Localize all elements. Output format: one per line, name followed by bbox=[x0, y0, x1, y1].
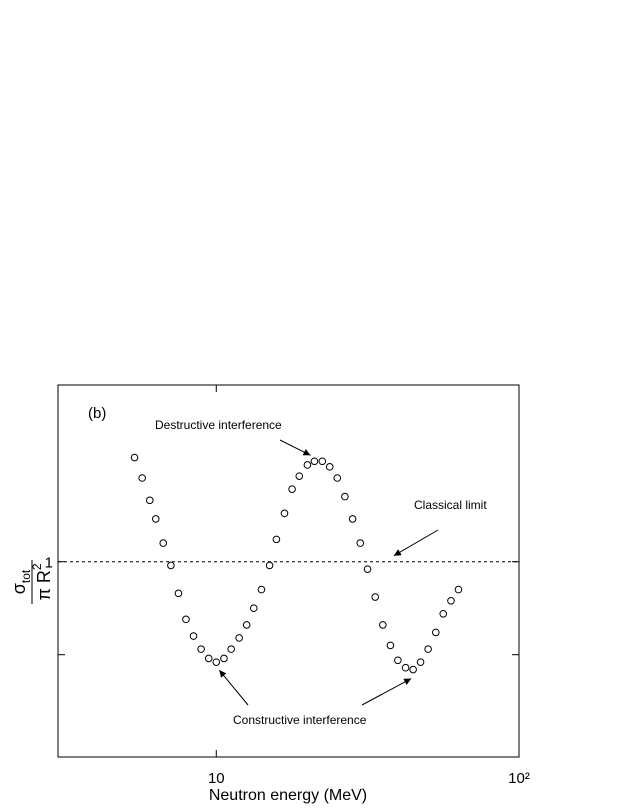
data-point bbox=[272, 535, 281, 544]
data-point bbox=[325, 463, 334, 471]
annotation: Classical limit bbox=[414, 498, 487, 512]
data-point bbox=[265, 561, 274, 570]
y-axis-label: σtot π R2 bbox=[9, 560, 54, 604]
data-point bbox=[363, 565, 372, 573]
data-point bbox=[227, 645, 235, 653]
data-point bbox=[151, 515, 160, 523]
panel-label: (b) bbox=[88, 405, 106, 422]
plot-frame bbox=[57, 384, 520, 758]
y-label-numerator: σtot bbox=[9, 569, 33, 594]
data-point bbox=[371, 593, 380, 601]
y-tick-label: 1 bbox=[45, 555, 53, 572]
data-point bbox=[401, 663, 410, 672]
data-point bbox=[249, 604, 258, 613]
x-axis-label: Neutron energy (MeV) bbox=[209, 787, 367, 804]
data-point bbox=[174, 589, 183, 598]
data-point bbox=[235, 634, 243, 642]
annotation-arrow bbox=[279, 439, 311, 456]
data-point bbox=[204, 654, 213, 663]
annotation: Destructive interference bbox=[155, 418, 282, 432]
data-point bbox=[242, 621, 251, 629]
data-point bbox=[356, 539, 365, 547]
data-point bbox=[454, 585, 463, 594]
data-point bbox=[182, 615, 190, 624]
data-point bbox=[130, 453, 139, 462]
annotation-arrow bbox=[393, 529, 439, 557]
y-label-pi-r: π R bbox=[34, 570, 54, 600]
data-point bbox=[197, 645, 205, 653]
data-point bbox=[341, 492, 349, 501]
data-point bbox=[386, 641, 395, 650]
data-point bbox=[167, 561, 175, 570]
data-point bbox=[189, 632, 198, 640]
data-point bbox=[447, 596, 455, 605]
x-tick-label: 10² bbox=[508, 770, 530, 787]
x-tick-label: 10 bbox=[208, 770, 225, 787]
annotation: Constructive interference bbox=[233, 713, 367, 727]
data-point bbox=[159, 539, 168, 547]
data-point bbox=[257, 585, 266, 594]
data-point bbox=[409, 665, 417, 674]
data-point bbox=[416, 658, 425, 666]
y-label-sigma: σ bbox=[9, 583, 29, 594]
annotation-arrow bbox=[218, 669, 249, 706]
data-point bbox=[220, 654, 228, 663]
data-point bbox=[348, 515, 357, 523]
data-point bbox=[333, 474, 342, 482]
data-point bbox=[303, 461, 312, 469]
data-point bbox=[145, 496, 154, 505]
data-point bbox=[439, 609, 448, 618]
data-point bbox=[379, 621, 387, 629]
data-point bbox=[318, 457, 327, 466]
data-point bbox=[288, 485, 296, 493]
annotation-arrow bbox=[361, 678, 412, 706]
y-label-denominator: π R2 bbox=[30, 563, 54, 600]
data-point bbox=[310, 457, 319, 466]
y-label-sub: tot bbox=[19, 569, 33, 583]
data-point bbox=[138, 474, 146, 482]
data-point bbox=[394, 656, 402, 665]
data-point bbox=[212, 658, 221, 666]
data-point bbox=[431, 628, 440, 637]
y-label-sup: 2 bbox=[30, 563, 44, 570]
data-point bbox=[280, 509, 289, 518]
data-point bbox=[295, 472, 304, 480]
data-point bbox=[424, 645, 432, 653]
